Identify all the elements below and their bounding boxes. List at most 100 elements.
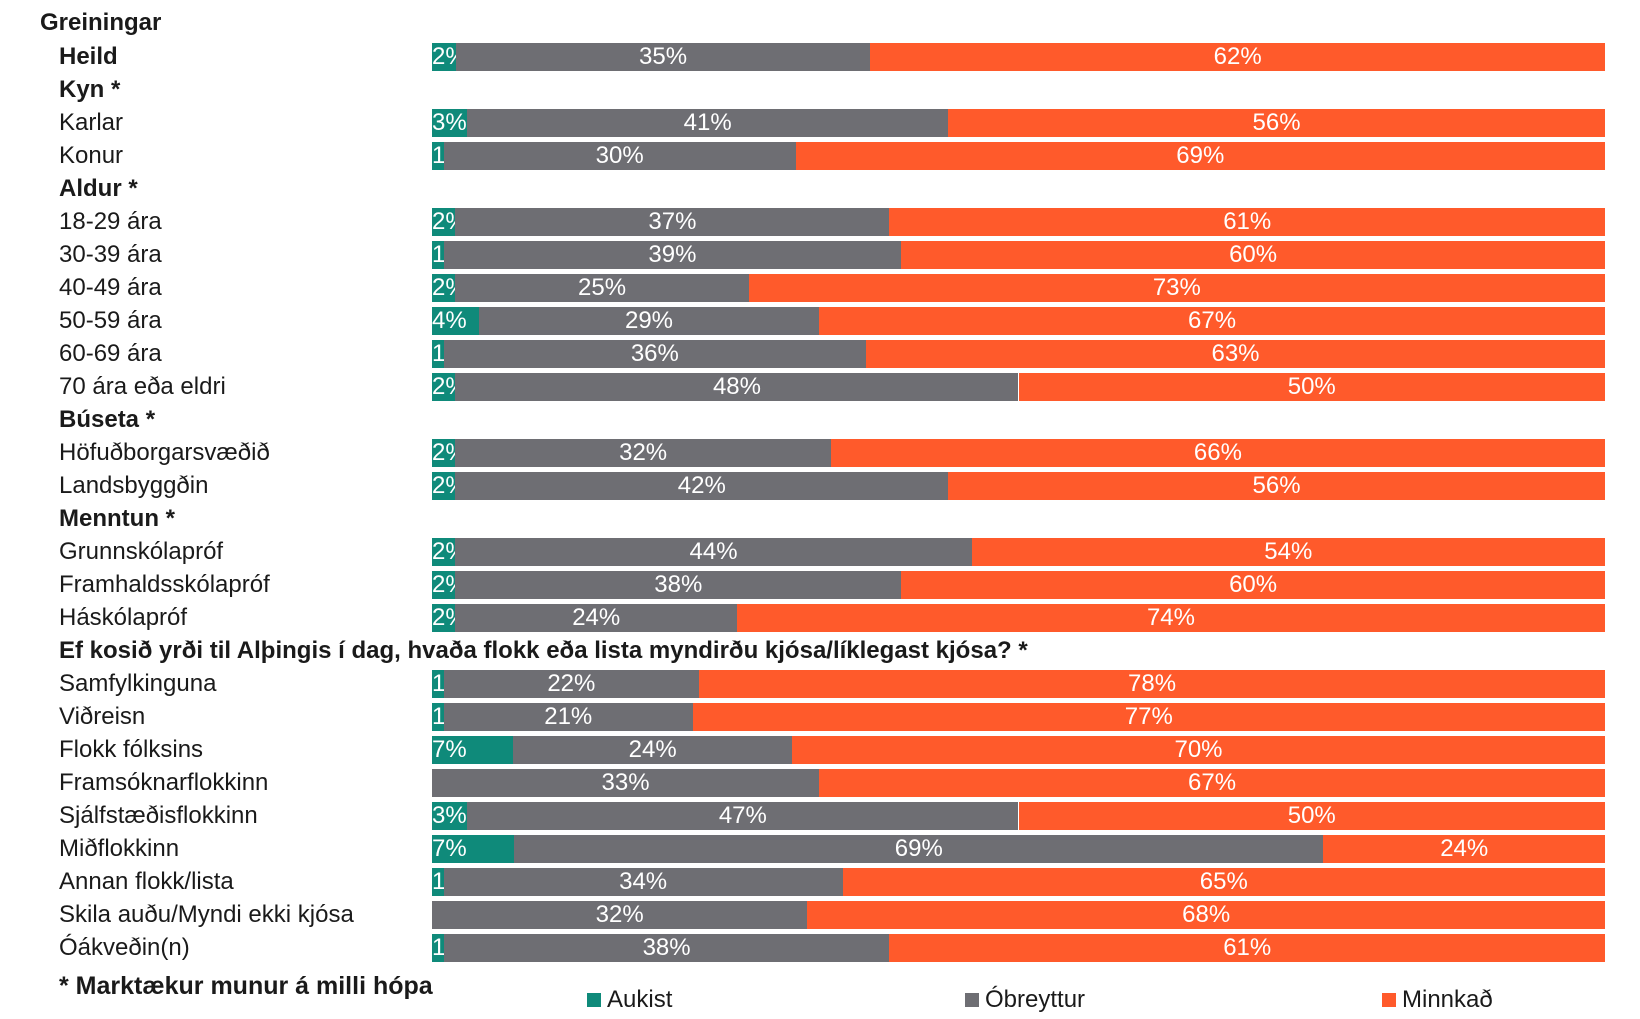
stacked-bar: 2% 32% 66% xyxy=(432,439,1605,467)
data-label-obreyttur: 69% xyxy=(894,835,943,862)
group-header: Ef kosið yrði til Alþingis í dag, hvaða … xyxy=(59,637,1028,664)
bar-segment-obreyttur xyxy=(443,703,693,731)
bar-segment-minnkad xyxy=(792,736,1605,764)
bar-segment-obreyttur xyxy=(478,307,820,335)
stacked-bar: 1%30%69% xyxy=(432,142,1605,170)
stacked-bar: 7% 24% 70% xyxy=(432,736,1605,764)
bar-segment-aukist xyxy=(432,142,444,170)
data-label-obreyttur: 30% xyxy=(595,142,644,169)
stacked-bar: 2% 38% 60% xyxy=(432,571,1605,599)
bar-segment-obreyttur xyxy=(455,274,749,302)
stacked-bar: 0%32%68% xyxy=(432,901,1605,929)
row-label: Konur xyxy=(59,142,124,169)
data-label-obreyttur: 48% xyxy=(712,373,761,400)
bar-segment-minnkad xyxy=(842,868,1605,896)
data-label-minnkad: 66% xyxy=(1193,439,1242,466)
row-label: 70 ára eða eldri xyxy=(59,373,226,400)
bar-segment-aukist xyxy=(432,43,456,71)
bar-segment-obreyttur xyxy=(455,538,972,566)
row-label: Höfuðborgarsvæðið xyxy=(59,439,270,466)
data-label-obreyttur: 32% xyxy=(619,439,668,466)
legend-swatch-obreyttur xyxy=(965,993,979,1007)
stacked-bar: 2% 37% 61% xyxy=(432,208,1605,236)
data-label-obreyttur: 47% xyxy=(718,802,767,829)
stacked-bar: 1%34%65% xyxy=(432,868,1605,896)
data-label-obreyttur: 32% xyxy=(595,901,644,928)
bar-segment-minnkad xyxy=(1018,373,1605,401)
bar-segment-obreyttur xyxy=(455,208,890,236)
data-label-minnkad: 61% xyxy=(1223,208,1272,235)
data-label-minnkad: 70% xyxy=(1174,736,1223,763)
bar-segment-obreyttur xyxy=(455,439,831,467)
group-header: Menntun * xyxy=(59,505,175,532)
data-label-obreyttur: 21% xyxy=(544,703,593,730)
row-label: Flokk fólksins xyxy=(59,736,204,763)
stacked-bar: 1%21%77% xyxy=(432,703,1605,731)
data-label-aukist: 7% xyxy=(432,835,467,862)
bar-segment-obreyttur xyxy=(443,670,700,698)
data-label-obreyttur: 42% xyxy=(677,472,726,499)
bar-segment-obreyttur xyxy=(432,901,808,929)
stacked-bar: 7% 69% 24% xyxy=(432,835,1605,863)
data-label-minnkad: 60% xyxy=(1229,571,1278,598)
bar-segment-minnkad xyxy=(699,670,1605,698)
data-label-minnkad: 50% xyxy=(1287,373,1336,400)
row-label: Viðreisn xyxy=(59,703,146,730)
bar-segment-minnkad xyxy=(948,472,1605,500)
bar-segment-minnkad xyxy=(901,241,1605,269)
data-label-obreyttur: 34% xyxy=(619,868,668,895)
data-label-minnkad: 50% xyxy=(1287,802,1336,829)
data-label-minnkad: 63% xyxy=(1211,340,1260,367)
bar-segment-aukist xyxy=(432,736,514,764)
row-label: 40-49 ára xyxy=(59,274,162,301)
bar-segment-aukist xyxy=(432,439,456,467)
bar-segment-aukist xyxy=(432,802,468,830)
bar-segment-aukist xyxy=(432,835,515,863)
chart-title: Greiningar xyxy=(40,9,162,36)
legend-item-aukist: Aukist xyxy=(587,986,672,1014)
bar-segment-aukist xyxy=(432,274,456,302)
bar-segment-minnkad xyxy=(830,439,1605,467)
data-label-aukist: 4% xyxy=(432,307,467,334)
bar-segment-obreyttur xyxy=(443,142,796,170)
legend-item-obreyttur: Óbreyttur xyxy=(965,986,1085,1014)
stacked-bar: 2% 25% 73% xyxy=(432,274,1605,302)
stacked-bar: 3% 41% 56% xyxy=(432,109,1605,137)
legend-label-minnkad: Minnkað xyxy=(1402,986,1493,1013)
bar-segment-minnkad xyxy=(889,934,1605,962)
bar-segment-obreyttur xyxy=(432,769,820,797)
row-label: Sjálfstæðisflokkinn xyxy=(59,802,258,829)
stacked-bar: 2% 44% 54% xyxy=(432,538,1605,566)
data-label-minnkad: 74% xyxy=(1146,604,1196,631)
group-header: Búseta * xyxy=(59,406,156,433)
data-label-obreyttur: 22% xyxy=(547,670,596,697)
bar-segment-minnkad xyxy=(819,307,1605,335)
bar-segment-obreyttur xyxy=(455,43,871,71)
row-label: Miðflokkinn xyxy=(59,835,180,862)
data-label-minnkad: 67% xyxy=(1188,769,1237,796)
data-label-minnkad: 54% xyxy=(1264,538,1313,565)
data-label-obreyttur: 38% xyxy=(642,934,691,961)
bar-segment-minnkad xyxy=(819,769,1605,797)
bar-segment-obreyttur xyxy=(443,934,890,962)
data-label-obreyttur: 29% xyxy=(624,307,674,334)
data-label-minnkad: 65% xyxy=(1199,868,1248,895)
data-label-minnkad: 56% xyxy=(1252,472,1301,499)
bar-segment-minnkad xyxy=(901,571,1605,599)
bar-segment-aukist xyxy=(432,340,444,368)
stacked-bar: 3% 47% 50% xyxy=(432,802,1605,830)
data-label-minnkad: 68% xyxy=(1182,901,1231,928)
row-label: Samfylkinguna xyxy=(59,670,217,697)
bar-segment-aukist xyxy=(432,307,479,335)
bar-segment-minnkad xyxy=(795,142,1605,170)
bar-segment-aukist xyxy=(432,208,456,236)
bar-segment-minnkad xyxy=(748,274,1605,302)
row-label: Annan flokk/lista xyxy=(59,868,234,895)
bar-segment-obreyttur xyxy=(443,241,902,269)
data-label-minnkad: 56% xyxy=(1252,109,1301,136)
group-header: Aldur * xyxy=(59,175,138,202)
bar-segment-aukist xyxy=(432,241,444,269)
bar-segment-aukist xyxy=(432,538,456,566)
bar-segment-minnkad xyxy=(870,43,1605,71)
